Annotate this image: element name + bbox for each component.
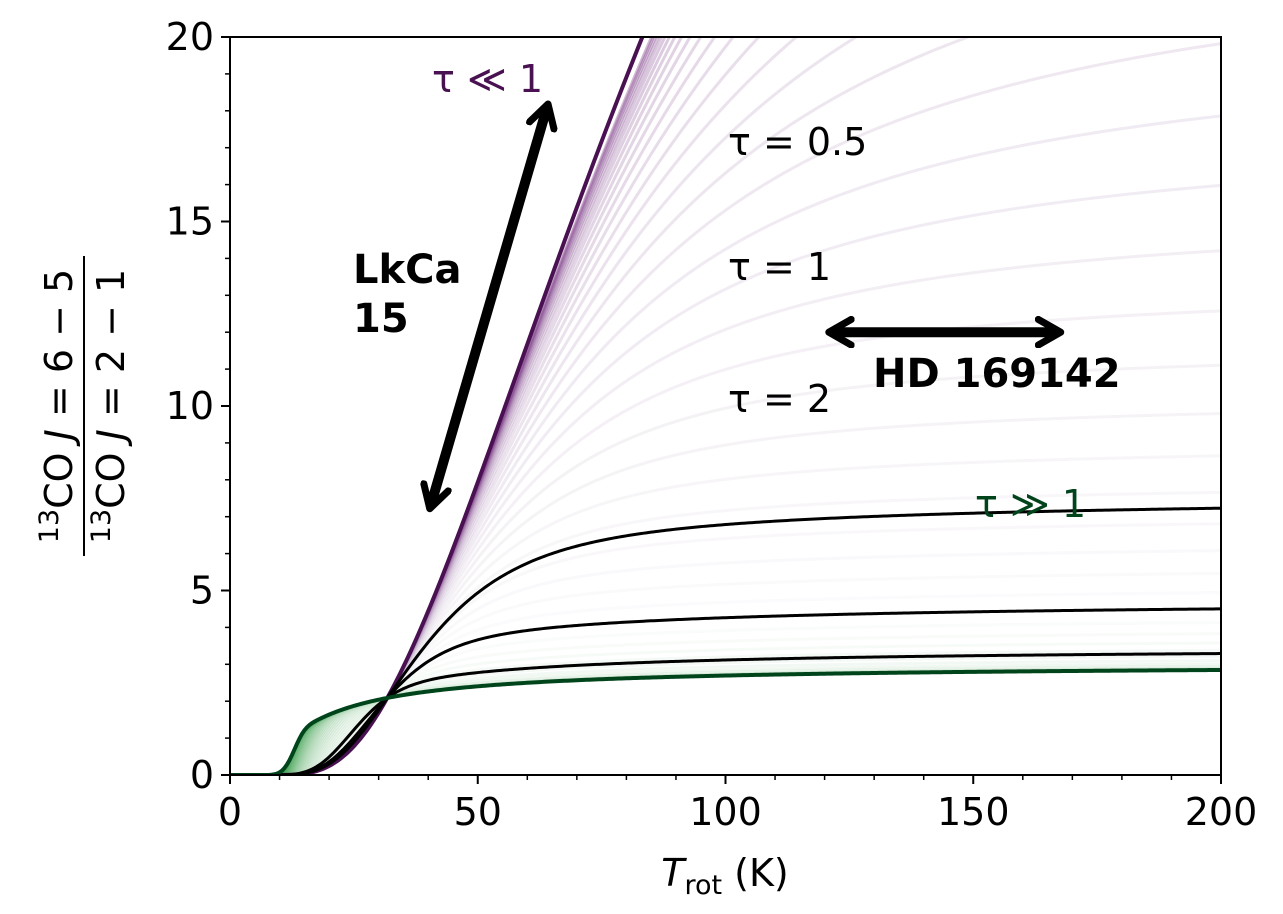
x-tick-label: 50 [454,790,502,834]
band-curve [230,668,1221,775]
label-tau-0-5: τ = 0.5 [728,120,867,164]
label-tau-2: τ = 2 [728,377,831,421]
band-curve [230,668,1221,775]
y-num-eq: = 6 − 5 [37,269,81,429]
band-curve [230,668,1221,775]
y-num-sup: 13 [34,509,65,543]
y-den-eq: = 2 − 1 [89,269,133,429]
band-curve [230,668,1221,775]
band-curve [230,668,1221,775]
x-label-unit: (K) [722,851,789,895]
label-lkca15-line1: LkCa [353,247,461,293]
x-tick-label: 100 [689,790,762,834]
series-line-0 [230,37,645,775]
band-curve [230,668,1221,775]
band-curve [230,668,1221,775]
band-curve [230,412,1221,775]
x-axis-label: Trot (K) [661,851,789,901]
band-curve [230,668,1221,775]
band-curve [230,591,1221,775]
band-curve [230,668,1221,775]
tau-curves [230,37,1221,775]
y-num-text: CO [37,440,81,509]
x-label-sub: rot [684,870,722,901]
band-curve [230,668,1221,775]
band-curve [230,668,1221,775]
label-hd169142: HD 169142 [873,351,1121,397]
y-tick-label: 0 [190,753,214,797]
y-axis-ticks: 0 5 10 15 20 [166,15,230,797]
label-lkca15-line2: 15 [353,296,409,342]
band-curve [230,662,1221,775]
band-curve [230,571,1221,775]
band-curve [230,668,1221,775]
y-tick-label: 5 [190,569,214,613]
band-curve [230,668,1221,775]
band-curve [230,666,1221,775]
band-curve [230,668,1221,775]
svg-text:13CO J = 6 − 5: 13CO J = 6 − 5 [34,269,81,543]
x-axis-ticks: 0 50 100 150 200 [218,775,1257,834]
y-den-text: CO [89,440,133,509]
band-curve [230,668,1221,775]
band-curve [230,667,1221,775]
y-tick-label: 15 [166,200,214,244]
svg-text:Trot (K): Trot (K) [661,851,789,901]
band-curve [230,664,1221,775]
band-curve [230,668,1221,775]
series-line-3 [230,652,1221,775]
band-curve [230,668,1221,775]
series-line-1 [230,506,1221,775]
x-label-main: T [661,851,687,895]
series-line-2 [230,607,1221,775]
label-tau-thin: τ ≪ 1 [432,57,543,101]
band-curve [230,632,1221,775]
svg-text:13CO J = 2 − 1: 13CO J = 2 − 1 [86,269,133,543]
series-line-4 [230,667,1221,775]
x-tick-label: 150 [937,790,1010,834]
lkca15-range-arrow [431,107,547,506]
y-tick-label: 10 [166,384,214,428]
y-axis-label: 13CO J = 6 − 5 13CO J = 2 − 1 [34,256,133,556]
series-labels: τ ≪ 1 τ = 0.5 τ = 1 τ = 2 τ ≫ 1 [432,57,1086,526]
band-curve [230,668,1221,775]
x-tick-label: 0 [218,790,242,834]
y-den-sup: 13 [86,509,117,543]
band-curve [230,668,1221,775]
source-annotations: LkCa 15 HD 169142 [353,107,1121,506]
band-curve [230,668,1221,775]
label-tau-1: τ = 1 [728,245,831,289]
y-tick-label: 20 [166,15,214,59]
x-tick-label: 200 [1185,790,1258,834]
band-curve [230,641,1221,775]
label-tau-thick: τ ≫ 1 [975,482,1086,526]
band-curve [230,659,1221,775]
band-curve [230,363,1221,775]
plot-area: 0 50 100 150 200 0 5 10 15 20 [166,15,1258,834]
